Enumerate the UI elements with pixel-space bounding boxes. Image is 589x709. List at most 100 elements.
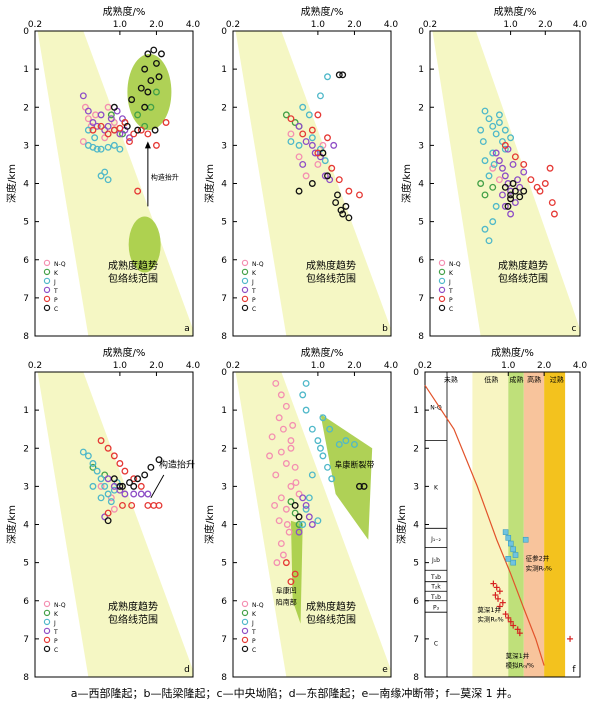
data-point-T [330, 141, 338, 149]
y-axis-label: 深度/km [400, 164, 413, 203]
data-point-T [302, 138, 310, 146]
data-point-N-Q [277, 494, 285, 502]
data-point-N-Q [289, 421, 297, 429]
data-point-T [507, 210, 515, 218]
data-point-J [104, 490, 112, 498]
plot-area [37, 372, 193, 677]
y-axis-label: 深度/km [203, 164, 216, 203]
data-point-P [116, 460, 124, 467]
data-point-P [97, 437, 105, 445]
data-point-zhengcan2 [502, 529, 509, 535]
trend-envelope [432, 31, 580, 336]
data-point-T [305, 513, 313, 521]
y-tick-label: 2 [221, 444, 227, 454]
legend-label: P [54, 297, 58, 304]
panel-c: 0.2 1.0 2.0 4.0 成熟度/% 0 1 2 3 4 5 6 7 8 深度/km c 成熟度趋势包络线… [400, 5, 587, 342]
x-axis-label: 成熟度/% [491, 346, 534, 359]
data-point-N-Q [282, 402, 290, 410]
data-point-N-Q [268, 433, 276, 441]
data-point-C [339, 71, 347, 79]
data-point-T [495, 157, 503, 165]
data-point-T [97, 111, 105, 119]
x-tick-label: 0.2 [418, 361, 432, 371]
x-tick-label: 4.0 [573, 361, 588, 371]
annotation-moshen-sim: 莫深1井 [506, 651, 530, 660]
data-point-N-Q [287, 130, 295, 138]
legend-marker-P [438, 295, 446, 303]
data-point-N-Q [84, 115, 92, 123]
plot-area [235, 372, 391, 677]
data-point-C [291, 501, 299, 509]
data-point-C [150, 46, 158, 54]
envelope-label: 成熟度趋势 [306, 259, 356, 272]
annotation-fukang: 阜康断裂带 [334, 459, 374, 469]
trend-envelope [235, 31, 391, 336]
y-tick-label: 7 [221, 635, 227, 645]
legend-label: K [54, 611, 59, 618]
legend-label: T [251, 629, 256, 636]
zone-band-1 [425, 372, 473, 677]
envelope-label: 包络线范围 [108, 613, 158, 626]
data-point-P [155, 501, 163, 509]
y-axis-label: 深度/km [5, 164, 18, 203]
legend-label: C [252, 306, 256, 313]
envelope-label: 包络线范围 [306, 613, 356, 626]
data-point-K [287, 498, 295, 506]
annotation-moshen-sim-b: 模拟R₀/% [506, 660, 535, 669]
data-point-P [287, 578, 295, 586]
data-point-C [110, 103, 118, 111]
data-point-J [324, 73, 331, 81]
data-point-P [501, 141, 509, 149]
x-tick-label: 2.0 [347, 20, 362, 30]
strata-label: K [434, 484, 439, 491]
data-point-P [110, 452, 118, 460]
data-point-J [481, 107, 489, 115]
legend-marker-C [43, 645, 51, 653]
panel-label: b [382, 324, 388, 334]
legend-marker-J [43, 618, 51, 626]
plot-area [425, 372, 566, 677]
data-point-C [345, 214, 353, 222]
data-point-J [93, 145, 101, 153]
data-point-P [324, 134, 331, 142]
y-tick-label: 3 [418, 141, 424, 151]
y-tick-label: 7 [418, 294, 424, 304]
data-point-P [548, 199, 556, 207]
data-point-N-Q [283, 521, 291, 528]
data-point-T [514, 176, 522, 184]
data-point-N-Q [489, 164, 497, 172]
data-point-C [507, 195, 515, 203]
data-point-C [319, 149, 327, 157]
data-point-C [511, 187, 519, 195]
data-point-N-Q [295, 490, 303, 498]
data-point-K [101, 471, 109, 479]
legend-marker-P [241, 295, 249, 303]
data-point-zhengcan2 [522, 536, 529, 543]
x-tick-label: 4.0 [384, 20, 399, 30]
data-point-N-Q [314, 160, 322, 168]
y-tick-label: 1 [23, 65, 29, 75]
data-point-C [295, 187, 303, 195]
legend-label: C [252, 647, 256, 654]
data-point-P [308, 126, 316, 134]
annotation-zhengcan2: 征参2井 [526, 554, 550, 563]
y-tick-label: 4 [418, 180, 424, 190]
annotation-south: 陷南部 [276, 598, 297, 607]
y-tick-label: 1 [413, 406, 419, 416]
y-tick-label: 6 [221, 256, 227, 266]
data-point-zhengcan2 [505, 535, 512, 541]
panel-label: f [572, 665, 576, 675]
data-point-T [507, 187, 515, 195]
legend-label: K [449, 270, 454, 277]
y-tick-label: 6 [418, 256, 424, 266]
data-point-J [107, 498, 115, 506]
data-point-J [321, 157, 329, 165]
data-point-J [116, 145, 124, 153]
legend-label: K [252, 270, 257, 277]
legend-label: T [53, 288, 58, 295]
zone-band-2 [472, 372, 509, 677]
data-point-K [152, 88, 160, 96]
legend-marker-K [43, 268, 51, 276]
data-point-C [308, 180, 316, 187]
y-tick-label: 3 [23, 482, 29, 492]
